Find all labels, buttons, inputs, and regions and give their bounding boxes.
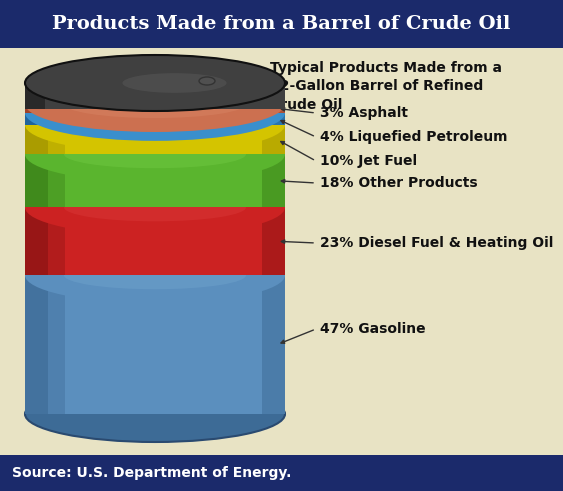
Ellipse shape xyxy=(25,126,285,182)
Bar xyxy=(262,154,285,207)
Text: 18% Other Products: 18% Other Products xyxy=(320,176,477,190)
Bar xyxy=(25,113,48,125)
Bar xyxy=(262,125,285,154)
Bar xyxy=(48,104,65,113)
Text: 4% Liquefied Petroleum: 4% Liquefied Petroleum xyxy=(320,130,507,144)
Text: 23% Diesel Fuel & Heating Oil: 23% Diesel Fuel & Heating Oil xyxy=(320,236,553,250)
Ellipse shape xyxy=(123,73,226,93)
Text: Source: U.S. Department of Energy.: Source: U.S. Department of Energy. xyxy=(12,466,292,480)
Bar xyxy=(25,275,285,414)
Ellipse shape xyxy=(25,386,285,442)
Bar xyxy=(262,113,285,125)
Bar xyxy=(262,275,285,414)
Bar xyxy=(25,83,285,109)
Ellipse shape xyxy=(25,85,285,141)
Bar xyxy=(25,154,285,207)
Ellipse shape xyxy=(25,247,285,303)
Ellipse shape xyxy=(64,110,246,138)
Bar xyxy=(25,207,285,275)
Ellipse shape xyxy=(64,90,246,118)
Bar xyxy=(25,154,48,207)
Bar xyxy=(262,104,285,113)
Bar xyxy=(48,207,65,275)
Bar xyxy=(262,207,285,275)
Ellipse shape xyxy=(25,55,285,111)
Bar xyxy=(25,104,48,113)
Text: 10% Jet Fuel: 10% Jet Fuel xyxy=(320,154,417,168)
Ellipse shape xyxy=(64,261,246,289)
Bar xyxy=(48,113,65,125)
Bar xyxy=(25,104,285,113)
Bar xyxy=(0,455,563,491)
Bar xyxy=(25,113,285,125)
Ellipse shape xyxy=(25,179,285,235)
Ellipse shape xyxy=(25,76,285,132)
Text: Typical Products Made from a
42-Gallon Barrel of Refined
Crude Oil: Typical Products Made from a 42-Gallon B… xyxy=(270,61,502,112)
Bar xyxy=(48,125,65,154)
Bar xyxy=(25,207,48,275)
Bar xyxy=(48,275,65,414)
Ellipse shape xyxy=(64,140,246,168)
Text: 47% Gasoline: 47% Gasoline xyxy=(320,322,426,336)
Bar xyxy=(25,83,44,109)
Bar xyxy=(48,154,65,207)
Ellipse shape xyxy=(199,77,215,85)
Bar xyxy=(25,125,48,154)
Text: 3% Asphalt: 3% Asphalt xyxy=(320,106,408,120)
Ellipse shape xyxy=(64,99,246,127)
Bar xyxy=(0,0,563,48)
Bar xyxy=(25,275,48,414)
Ellipse shape xyxy=(25,97,285,153)
Ellipse shape xyxy=(64,193,246,221)
Text: Products Made from a Barrel of Crude Oil: Products Made from a Barrel of Crude Oil xyxy=(52,15,510,33)
Bar xyxy=(25,125,285,154)
